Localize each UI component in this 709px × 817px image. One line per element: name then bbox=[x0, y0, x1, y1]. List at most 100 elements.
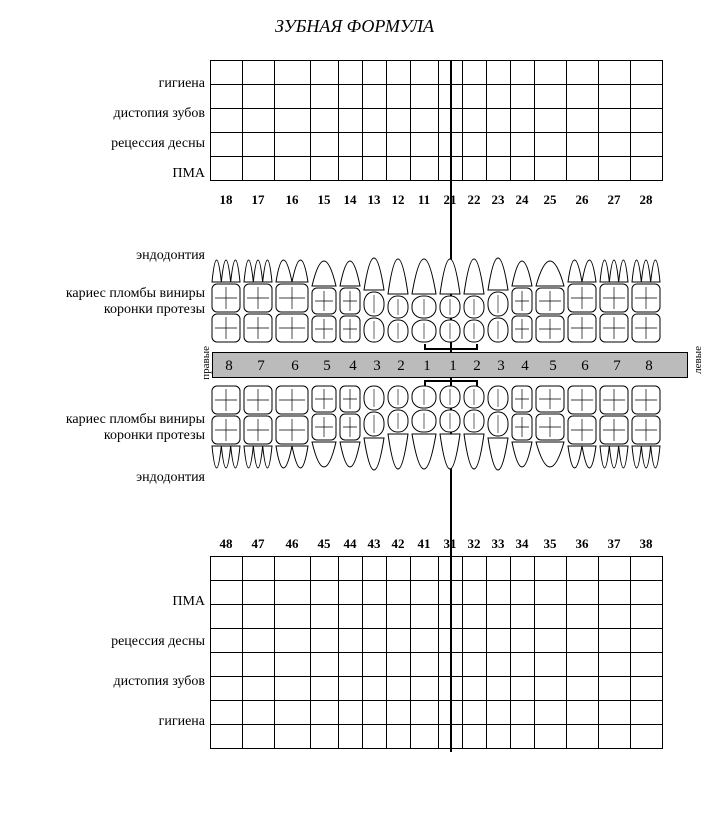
grid-cell[interactable] bbox=[511, 109, 535, 133]
grid-cell[interactable] bbox=[567, 581, 599, 605]
grid-cell[interactable] bbox=[339, 605, 363, 629]
grid-cell[interactable] bbox=[387, 581, 411, 605]
grid-cell[interactable] bbox=[511, 557, 535, 581]
grid-cell[interactable] bbox=[463, 557, 487, 581]
grid-cell[interactable] bbox=[567, 133, 599, 157]
grid-cell[interactable] bbox=[511, 701, 535, 725]
grid-cell[interactable] bbox=[535, 701, 567, 725]
grid-cell[interactable] bbox=[511, 677, 535, 701]
grid-cell[interactable] bbox=[311, 629, 339, 653]
grid-cell[interactable] bbox=[599, 629, 631, 653]
grid-cell[interactable] bbox=[599, 677, 631, 701]
grid-cell[interactable] bbox=[211, 61, 243, 85]
grid-cell[interactable] bbox=[411, 61, 439, 85]
grid-cell[interactable] bbox=[363, 557, 387, 581]
grid-cell[interactable] bbox=[243, 157, 275, 181]
grid-cell[interactable] bbox=[463, 725, 487, 749]
grid-cell[interactable] bbox=[243, 557, 275, 581]
grid-cell[interactable] bbox=[339, 725, 363, 749]
grid-cell[interactable] bbox=[339, 133, 363, 157]
grid-cell[interactable] bbox=[631, 85, 663, 109]
grid-cell[interactable] bbox=[463, 653, 487, 677]
grid-cell[interactable] bbox=[511, 605, 535, 629]
grid-cell[interactable] bbox=[463, 629, 487, 653]
grid-cell[interactable] bbox=[387, 133, 411, 157]
grid-cell[interactable] bbox=[439, 629, 463, 653]
grid-cell[interactable] bbox=[311, 133, 339, 157]
grid-cell[interactable] bbox=[243, 61, 275, 85]
grid-cell[interactable] bbox=[387, 605, 411, 629]
grid-cell[interactable] bbox=[275, 605, 311, 629]
grid-cell[interactable] bbox=[411, 157, 439, 181]
grid-cell[interactable] bbox=[363, 629, 387, 653]
grid-cell[interactable] bbox=[567, 157, 599, 181]
grid-cell[interactable] bbox=[363, 581, 387, 605]
grid-cell[interactable] bbox=[339, 61, 363, 85]
grid-cell[interactable] bbox=[631, 133, 663, 157]
grid-cell[interactable] bbox=[599, 701, 631, 725]
grid-cell[interactable] bbox=[511, 133, 535, 157]
grid-cell[interactable] bbox=[567, 725, 599, 749]
grid-cell[interactable] bbox=[567, 677, 599, 701]
grid-cell[interactable] bbox=[275, 109, 311, 133]
grid-cell[interactable] bbox=[511, 581, 535, 605]
grid-cell[interactable] bbox=[387, 557, 411, 581]
grid-cell[interactable] bbox=[311, 605, 339, 629]
grid-cell[interactable] bbox=[535, 157, 567, 181]
grid-cell[interactable] bbox=[599, 109, 631, 133]
grid-cell[interactable] bbox=[243, 629, 275, 653]
grid-cell[interactable] bbox=[631, 701, 663, 725]
grid-cell[interactable] bbox=[387, 109, 411, 133]
grid-cell[interactable] bbox=[311, 653, 339, 677]
grid-cell[interactable] bbox=[411, 109, 439, 133]
grid-cell[interactable] bbox=[243, 109, 275, 133]
grid-cell[interactable] bbox=[275, 61, 311, 85]
grid-cell[interactable] bbox=[311, 701, 339, 725]
grid-cell[interactable] bbox=[511, 61, 535, 85]
grid-cell[interactable] bbox=[411, 85, 439, 109]
grid-cell[interactable] bbox=[511, 629, 535, 653]
grid-cell[interactable] bbox=[363, 677, 387, 701]
grid-cell[interactable] bbox=[275, 581, 311, 605]
grid-cell[interactable] bbox=[339, 677, 363, 701]
grid-cell[interactable] bbox=[243, 605, 275, 629]
grid-cell[interactable] bbox=[311, 109, 339, 133]
grid-cell[interactable] bbox=[311, 557, 339, 581]
grid-cell[interactable] bbox=[439, 581, 463, 605]
grid-cell[interactable] bbox=[363, 653, 387, 677]
grid-cell[interactable] bbox=[387, 157, 411, 181]
grid-cell[interactable] bbox=[535, 109, 567, 133]
grid-cell[interactable] bbox=[339, 629, 363, 653]
grid-cell[interactable] bbox=[211, 725, 243, 749]
grid-cell[interactable] bbox=[311, 725, 339, 749]
grid-cell[interactable] bbox=[599, 157, 631, 181]
grid-cell[interactable] bbox=[487, 109, 511, 133]
grid-cell[interactable] bbox=[599, 725, 631, 749]
grid-cell[interactable] bbox=[363, 157, 387, 181]
grid-cell[interactable] bbox=[411, 557, 439, 581]
grid-cell[interactable] bbox=[211, 701, 243, 725]
grid-cell[interactable] bbox=[535, 557, 567, 581]
grid-cell[interactable] bbox=[211, 605, 243, 629]
grid-cell[interactable] bbox=[339, 109, 363, 133]
grid-cell[interactable] bbox=[411, 581, 439, 605]
grid-cell[interactable] bbox=[339, 557, 363, 581]
grid-cell[interactable] bbox=[363, 85, 387, 109]
grid-cell[interactable] bbox=[567, 557, 599, 581]
grid-cell[interactable] bbox=[631, 725, 663, 749]
grid-cell[interactable] bbox=[439, 701, 463, 725]
grid-cell[interactable] bbox=[339, 701, 363, 725]
grid-cell[interactable] bbox=[463, 109, 487, 133]
grid-cell[interactable] bbox=[599, 61, 631, 85]
grid-cell[interactable] bbox=[535, 725, 567, 749]
grid-cell[interactable] bbox=[275, 701, 311, 725]
grid-cell[interactable] bbox=[411, 653, 439, 677]
grid-cell[interactable] bbox=[567, 85, 599, 109]
grid-cell[interactable] bbox=[439, 725, 463, 749]
grid-cell[interactable] bbox=[411, 133, 439, 157]
grid-cell[interactable] bbox=[211, 557, 243, 581]
grid-cell[interactable] bbox=[439, 653, 463, 677]
grid-cell[interactable] bbox=[535, 61, 567, 85]
grid-cell[interactable] bbox=[211, 157, 243, 181]
grid-cell[interactable] bbox=[243, 133, 275, 157]
